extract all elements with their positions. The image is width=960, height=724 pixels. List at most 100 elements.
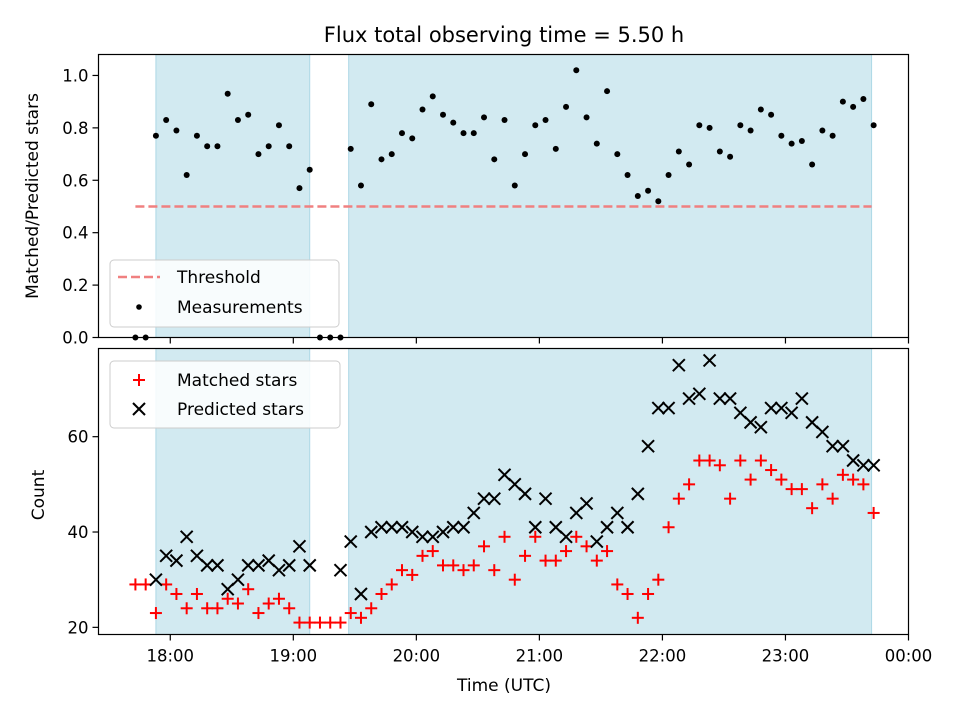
predicted-star-point: [836, 439, 850, 453]
predicted-star-point: [641, 439, 655, 453]
y-tick-label: 0.4: [62, 224, 88, 243]
x-tick-label: 00:00: [885, 647, 933, 666]
predicted-star-point: [149, 572, 163, 587]
predicted-star-point: [600, 520, 614, 534]
matched-star-point: [754, 454, 767, 467]
measurement-point: [265, 143, 272, 150]
matched-star-point: [519, 549, 532, 562]
measurement-point: [173, 127, 180, 134]
measurement-point: [152, 132, 159, 139]
predicted-star-point: [825, 439, 840, 453]
measurement-point: [429, 93, 436, 100]
observing-span: [348, 54, 873, 338]
measurement-point: [757, 106, 764, 113]
matched-star-point: [765, 464, 778, 477]
measurement-point: [583, 114, 590, 121]
matched-star-point: [508, 573, 521, 586]
matched-star-point: [498, 530, 511, 543]
predicted-star-point: [251, 558, 266, 573]
predicted-star-point: [159, 549, 173, 563]
matched-star-point: [211, 602, 224, 615]
matched-star-point: [447, 559, 460, 572]
measurement-point: [860, 96, 867, 103]
top-legend: Threshold Measurements: [109, 259, 340, 328]
measurement-point: [275, 122, 282, 129]
measurement-point: [696, 122, 703, 129]
measurement-point: [450, 119, 457, 126]
x-tick-label: 21:00: [516, 647, 564, 666]
measurement-point: [224, 90, 231, 97]
chart-title: Flux total observing time = 5.50 h: [324, 23, 684, 47]
matched-star-point: [365, 602, 378, 615]
x-tick-label: 19:00: [270, 647, 318, 666]
matched-star-point: [539, 554, 552, 567]
measurement-point: [552, 145, 559, 152]
measurement-point: [778, 132, 785, 139]
observing-span: [348, 348, 873, 635]
matched-star-point: [395, 564, 408, 577]
measurement-point: [296, 185, 303, 192]
matched-star-point: [580, 540, 593, 553]
bottom-legend: Matched stars Predicted stars: [109, 360, 341, 429]
matched-star-point: [847, 473, 860, 486]
matched-star-point: [221, 592, 234, 605]
predicted-star-point: [231, 572, 245, 587]
matched-star-point: [806, 502, 819, 515]
predicted-star-point: [856, 458, 871, 472]
measurement-point: [409, 135, 416, 142]
measurement-point: [255, 151, 262, 158]
measurement-point: [686, 161, 693, 168]
matched-star-point: [478, 540, 491, 553]
bottom-panel-frame: [97, 347, 910, 636]
measurement-point: [522, 151, 529, 158]
matched-star-point: [724, 492, 737, 505]
x-tick-label: 22:00: [639, 647, 687, 666]
matched-star-point: [672, 492, 685, 505]
predicted-star-point: [784, 406, 799, 420]
predicted-star-point: [610, 506, 625, 520]
predicted-star-point: [477, 491, 491, 506]
legend-matched-label: Matched stars: [177, 371, 297, 391]
matched-star-point: [570, 530, 583, 543]
top-panel: 0.0 0.2 0.4 0.6 0.8 1.0 Matched/Predicted sta…: [23, 53, 910, 348]
measurement-point: [675, 148, 682, 155]
predicted-star-point: [344, 534, 358, 549]
y-tick-label: 0.8: [62, 119, 88, 138]
measurement-point: [501, 117, 508, 124]
predicted-star-point: [303, 558, 317, 573]
measurement-point: [481, 114, 488, 121]
legend-predicted-label: Predicted stars: [177, 400, 304, 420]
matched-star-point: [652, 573, 665, 586]
matched-star-point: [601, 545, 614, 558]
measurement-point: [440, 111, 447, 118]
measurement-point: [624, 172, 631, 179]
bottom-legend-box: [109, 360, 341, 429]
matched-star-point: [621, 587, 634, 600]
predicted-star-point: [579, 496, 594, 511]
predicted-star-point: [815, 425, 830, 439]
measurement-point: [829, 132, 836, 139]
y-tick-label: 0.0: [62, 329, 88, 348]
measurement-point: [163, 117, 170, 124]
matched-star-point: [560, 545, 573, 558]
predicted-star-point: [487, 491, 501, 506]
matched-star-point: [734, 454, 747, 467]
top-y-axis-label: Matched/Predicted stars: [23, 93, 43, 299]
measurement-point: [614, 151, 621, 158]
measurement-point: [819, 127, 826, 134]
measurement-point: [511, 182, 518, 189]
measurement-point: [183, 172, 190, 179]
measurement-point: [573, 67, 580, 74]
matched-star-point: [867, 506, 880, 519]
x-axis-label: Time (UTC): [456, 676, 551, 696]
measurement-point: [645, 187, 652, 194]
matched-star-point: [170, 587, 183, 600]
matched-star-point: [683, 478, 696, 491]
predicted-star-point: [272, 563, 286, 577]
predicted-star-point: [200, 558, 214, 573]
predicted-star-point: [723, 391, 737, 406]
predicted-star-point: [467, 506, 481, 520]
predicted-star-point: [518, 487, 532, 501]
matched-star-point: [375, 587, 388, 600]
